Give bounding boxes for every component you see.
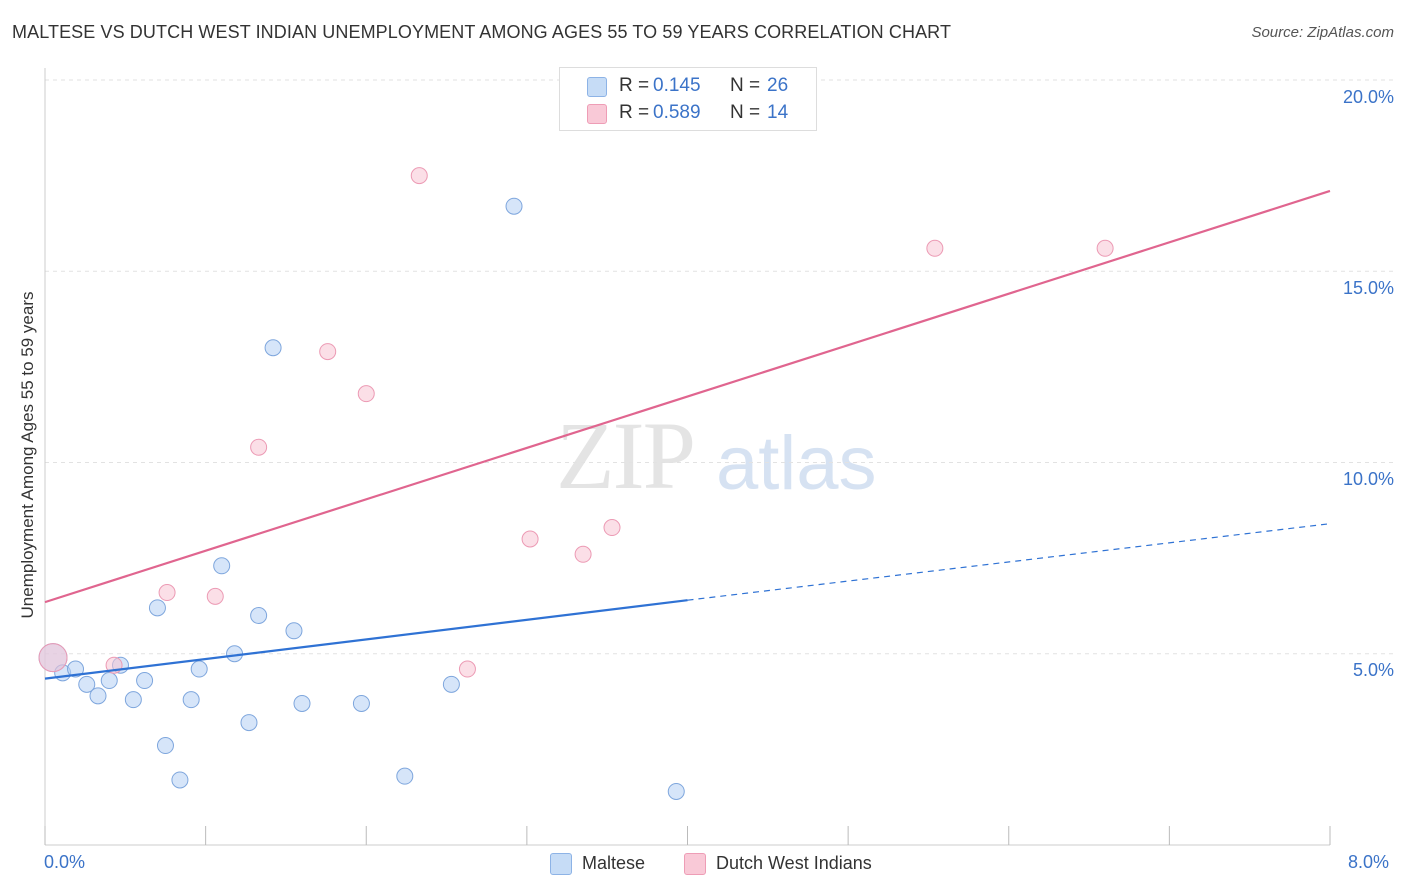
x-tick-label-max: 8.0% (1348, 852, 1390, 872)
y-tick-label-15: 15.0% (1342, 278, 1394, 298)
stats-row-dutch-west-indians: R = 0.589 N = 14 (560, 100, 816, 126)
maltese-swatch (587, 77, 607, 97)
dutch-west-indians-point (1096, 239, 1114, 257)
maltese-point (190, 660, 208, 678)
maltese-point (667, 782, 685, 800)
dutch-west-indians-point (926, 239, 944, 257)
dutch-west-indians-trend-line (44, 189, 1331, 604)
r-label: R = (619, 102, 650, 123)
maltese-point (396, 767, 414, 785)
maltese-point (285, 622, 303, 640)
dutch-west-indians-point (521, 530, 539, 548)
source-credit: Source: ZipAtlas.com (1251, 24, 1394, 41)
dutch-west-indians-point (250, 438, 268, 456)
maltese-point (67, 660, 85, 678)
y-axis-label: Unemployment Among Ages 55 to 59 years (18, 291, 37, 619)
maltese-trend-line (44, 599, 688, 680)
dutch-west-indians-point (574, 545, 592, 563)
dutch-legend-swatch (684, 853, 706, 875)
n-label: N = (730, 102, 761, 123)
chart-title: MALTESE VS DUTCH WEST INDIAN UNEMPLOYMEN… (12, 22, 952, 42)
maltese-point (505, 197, 523, 215)
maltese-point (136, 672, 154, 690)
y-tick-label-20: 20.0% (1342, 87, 1394, 107)
maltese-point (78, 675, 96, 693)
maltese-point (213, 557, 231, 575)
r-value: 0.589 (653, 102, 701, 123)
maltese-point (240, 714, 258, 732)
watermark-atlas: atlas (716, 421, 877, 506)
maltese-point (250, 607, 268, 624)
maltese-point (171, 771, 189, 789)
watermark-zip: ZIP (556, 402, 696, 509)
dutch-west-indians-point (38, 643, 68, 673)
dutch-west-indians-point (158, 584, 176, 602)
maltese-point (264, 339, 282, 357)
r-value: 0.145 (653, 75, 701, 96)
stats-row-maltese: R = 0.145 N = 26 (560, 73, 816, 99)
n-label: N = (730, 75, 761, 96)
maltese-point (89, 687, 107, 705)
maltese-trend-extension (687, 523, 1331, 601)
n-value: 26 (767, 75, 789, 96)
maltese-point (100, 672, 118, 690)
y-tick-label-5: 5.0% (1352, 660, 1394, 680)
maltese-point (156, 737, 174, 755)
maltese-point (293, 694, 311, 712)
dutch-west-indians-point (206, 587, 224, 605)
maltese-point (352, 694, 370, 712)
dutch-west-indians-point (458, 660, 476, 678)
maltese-point (124, 691, 142, 709)
dutch-swatch (587, 104, 607, 124)
n-value: 14 (767, 102, 789, 123)
dutch-west-indians-point (410, 167, 428, 185)
y-tick-label-10: 10.0% (1342, 469, 1394, 489)
stats-legend: R = 0.145 N = 26 R = 0.589 N = 14 (559, 67, 817, 131)
dutch-west-indians-point (603, 519, 621, 537)
maltese-point (442, 675, 460, 693)
maltese-point (148, 599, 166, 617)
x-tick-label-min: 0.0% (44, 852, 86, 872)
legend-label: Dutch West Indians (716, 853, 872, 873)
dutch-west-indians-point (319, 343, 337, 361)
maltese-point (182, 691, 200, 709)
dutch-west-indians-point (357, 385, 375, 403)
legend-label: Maltese (582, 853, 646, 873)
maltese-legend-swatch (550, 853, 572, 875)
r-label: R = (619, 75, 650, 96)
